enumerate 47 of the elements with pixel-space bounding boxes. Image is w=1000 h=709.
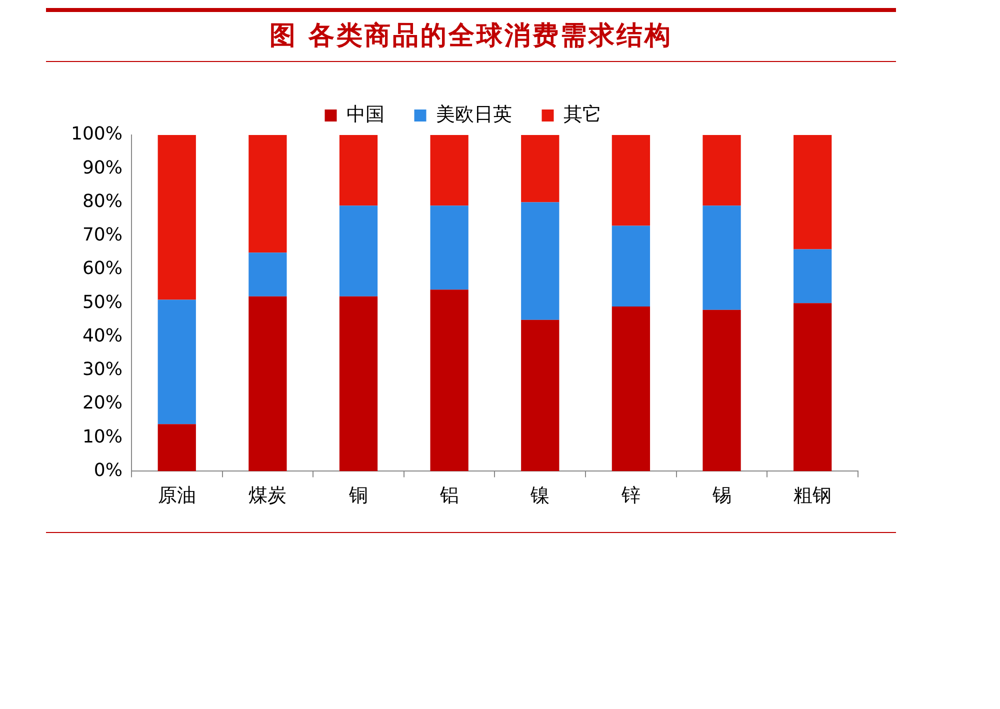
bar	[794, 135, 832, 250]
bar	[702, 310, 741, 472]
x-tick-label: 锡	[711, 484, 732, 507]
y-tick-label: 80%	[82, 190, 122, 212]
x-tick-label: 铝	[438, 484, 459, 507]
bar	[248, 296, 287, 472]
x-tick-label: 粗钢	[794, 484, 832, 507]
bar	[158, 135, 196, 300]
y-tick-label: 40%	[82, 325, 122, 346]
y-tick-label: 60%	[82, 258, 122, 280]
y-tick-label: 50%	[82, 292, 122, 313]
bar	[339, 296, 378, 472]
y-tick-label: 90%	[82, 157, 122, 178]
legend-label: 中国	[346, 103, 384, 126]
bar	[248, 252, 287, 296]
chart-title: 图 各类商品的全球消费需求结构	[46, 8, 896, 62]
x-tick-label: 煤炭	[248, 484, 287, 507]
bar	[702, 206, 741, 310]
bar	[158, 300, 196, 424]
y-tick-label: 100%	[70, 124, 122, 145]
bar	[702, 135, 741, 206]
x-tick-label: 铜	[348, 484, 368, 507]
bar	[521, 320, 560, 472]
bar	[794, 303, 832, 472]
bar	[612, 306, 650, 472]
bar	[248, 135, 287, 253]
x-tick-label: 原油	[158, 484, 196, 507]
x-tick-label: 锌	[620, 484, 640, 507]
legend-label: 其它	[563, 103, 602, 126]
bar	[794, 249, 832, 304]
bar	[521, 202, 560, 320]
y-tick-label: 10%	[82, 426, 122, 448]
legend-label: 美欧日英	[436, 103, 512, 126]
y-tick-label: 30%	[82, 359, 122, 380]
y-tick-label: 20%	[82, 392, 122, 414]
bar	[430, 206, 468, 290]
bar	[339, 206, 378, 296]
y-tick-label: 0%	[94, 460, 122, 481]
bar	[612, 226, 650, 306]
bar	[339, 135, 378, 206]
bar	[430, 135, 468, 206]
bar	[612, 135, 650, 226]
bar	[430, 290, 468, 472]
x-tick-label: 镍	[530, 484, 550, 507]
y-tick-label: 70%	[82, 224, 122, 246]
bar	[158, 424, 196, 472]
bar	[521, 135, 560, 202]
